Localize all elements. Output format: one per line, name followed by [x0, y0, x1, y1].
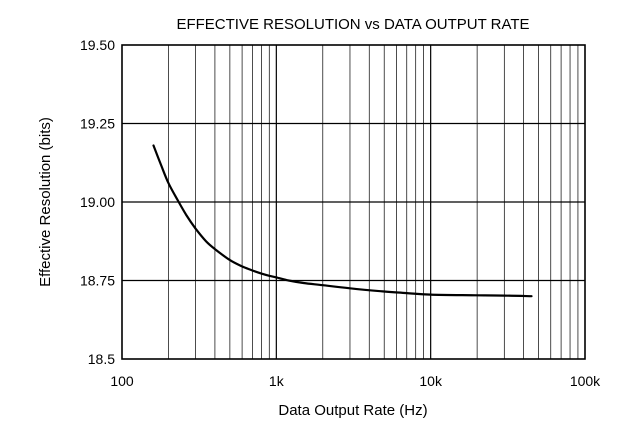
y-tick-labels: 18.5 18.75 19.00 19.25 19.50 — [80, 37, 115, 367]
y-tick-label: 19.00 — [80, 194, 115, 210]
y-tick-label: 19.50 — [80, 37, 115, 53]
x-axis-label: Data Output Rate (Hz) — [278, 402, 427, 419]
y-axis-label: Effective Resolution (bits) — [37, 117, 54, 287]
x-tick-label: 100 — [110, 373, 134, 389]
x-tick-label: 1k — [269, 373, 285, 389]
chart-title: EFFECTIVE RESOLUTION vs DATA OUTPUT RATE — [176, 16, 529, 33]
series-line — [152, 144, 533, 298]
x-tick-label: 10k — [419, 373, 443, 389]
x-tick-label: 100k — [570, 373, 601, 389]
plot-frame — [121, 44, 586, 360]
x-tick-labels: 100 1k 10k 100k — [110, 373, 601, 389]
grid — [122, 45, 585, 359]
y-tick-label: 19.25 — [80, 116, 115, 132]
y-tick-label: 18.75 — [80, 273, 115, 289]
y-tick-label: 18.5 — [88, 351, 115, 367]
